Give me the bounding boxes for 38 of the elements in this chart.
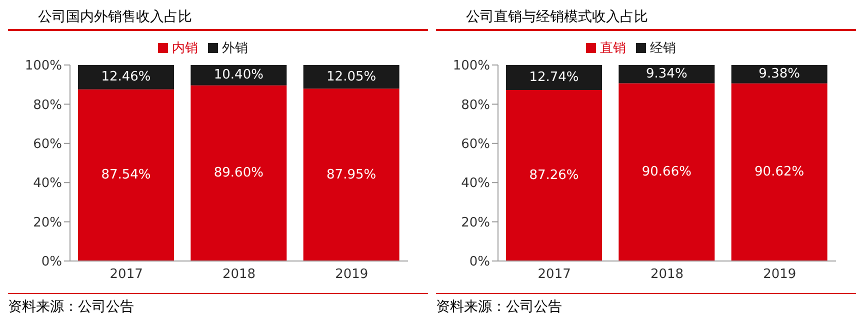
data-label: 90.62% <box>754 164 804 180</box>
y-tick-label: 100% <box>452 58 490 74</box>
y-tick-label: 60% <box>33 137 62 152</box>
x-tick-label: 2018 <box>222 267 256 282</box>
data-label: 12.46% <box>101 70 151 85</box>
x-tick-label: 2017 <box>110 267 143 282</box>
data-label: 12.05% <box>326 69 376 84</box>
data-label: 12.74% <box>529 70 579 85</box>
data-label: 9.34% <box>646 66 688 82</box>
data-label: 89.60% <box>214 166 264 181</box>
chart-title: 公司直销与经销模式收入占比 <box>436 8 856 31</box>
legend-label: 经销 <box>650 41 676 56</box>
data-label: 10.40% <box>214 68 264 83</box>
x-tick-label: 2018 <box>650 267 684 282</box>
text: 资料来源：公司公告 <box>436 298 563 316</box>
data-label: 87.54% <box>101 168 151 183</box>
y-tick-label: 20% <box>33 215 62 230</box>
x-tick-label: 2017 <box>538 267 571 282</box>
y-tick-label: 80% <box>461 98 490 113</box>
data-label: 9.38% <box>758 66 800 82</box>
data-label: 87.26% <box>529 168 579 183</box>
legend-label: 直销 <box>600 41 626 56</box>
x-tick-label: 2019 <box>335 267 368 282</box>
legend-label: 外销 <box>222 41 248 56</box>
y-tick-label: 0% <box>469 254 490 270</box>
x-tick-label: 2019 <box>763 267 796 282</box>
y-tick-label: 0% <box>41 254 62 270</box>
y-tick-label: 40% <box>33 176 62 192</box>
data-label: 87.95% <box>326 167 376 182</box>
legend-label: 内销 <box>172 41 198 56</box>
y-tick-label: 40% <box>461 176 490 192</box>
text: 资料来源：公司公告 <box>8 298 135 316</box>
data-label: 90.66% <box>642 164 692 180</box>
y-tick-label: 20% <box>461 215 490 230</box>
y-tick-label: 100% <box>24 58 62 74</box>
y-tick-label: 80% <box>33 98 62 113</box>
y-tick-label: 60% <box>461 137 490 152</box>
chart-title: 公司国内外销售收入占比 <box>8 8 428 31</box>
